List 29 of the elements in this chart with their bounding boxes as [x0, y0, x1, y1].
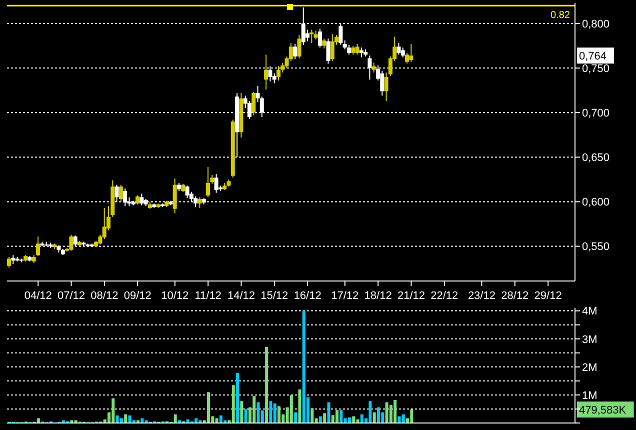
x-tick-label: 14/12: [227, 290, 256, 302]
x-tick-label: 23/12: [468, 290, 496, 302]
y-tick-label: 1M: [582, 390, 598, 402]
y-tick-label: 2M: [582, 362, 598, 374]
x-tick-label: 17/12: [331, 290, 359, 302]
x-tick-label: 15/12: [260, 290, 288, 302]
x-tick-label: 21/12: [397, 290, 425, 302]
x-tick-label: 07/12: [57, 290, 86, 302]
y-tick-label: 0,700: [582, 108, 610, 120]
x-tick-label: 11/12: [194, 290, 222, 302]
y-tick-label: 0,650: [582, 152, 610, 164]
y-tick-label: 0,800: [582, 18, 610, 30]
x-tick-label: 10/12: [161, 290, 189, 302]
text: 0,764: [579, 50, 607, 63]
x-tick-label: 28/12: [501, 290, 529, 302]
x-tick-label: 04/12: [24, 290, 52, 302]
y-tick-label: 4M: [582, 306, 598, 318]
y-tick-label: 0,550: [582, 241, 610, 254]
x-tick-label: 18/12: [364, 290, 392, 302]
y-tick-label: 3M: [582, 334, 598, 346]
x-tick-label: 29/12: [534, 290, 562, 302]
x-tick-label: 08/12: [90, 290, 118, 302]
x-tick-label: 22/12: [430, 290, 458, 302]
ref-line-label: 0.82: [550, 10, 570, 21]
y-tick-label: 0,750: [582, 62, 610, 75]
x-tick-label: 09/12: [124, 290, 152, 302]
text: 479,583K: [579, 404, 627, 417]
x-tick-label: 16/12: [294, 290, 322, 302]
y-tick-label: 0,600: [582, 196, 610, 209]
